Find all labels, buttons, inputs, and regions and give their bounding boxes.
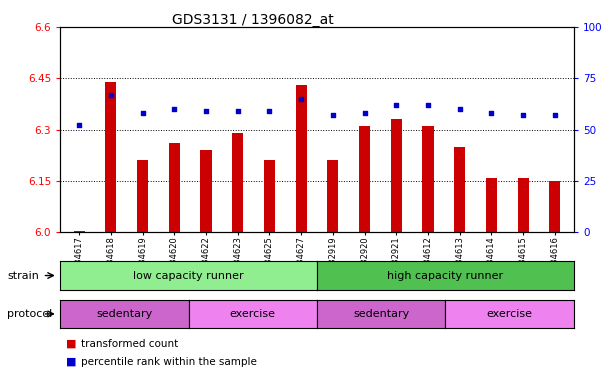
Bar xyxy=(549,181,561,232)
Point xyxy=(487,110,496,116)
Point xyxy=(550,112,560,118)
Bar xyxy=(201,150,212,232)
Text: low capacity runner: low capacity runner xyxy=(133,270,244,281)
Text: transformed count: transformed count xyxy=(81,339,178,349)
Point xyxy=(75,122,84,129)
Point xyxy=(519,112,528,118)
Point xyxy=(328,112,338,118)
Text: high capacity runner: high capacity runner xyxy=(388,270,504,281)
Bar xyxy=(328,161,338,232)
Point xyxy=(233,108,243,114)
Text: protocol: protocol xyxy=(7,309,52,319)
Point xyxy=(423,102,433,108)
Point xyxy=(296,96,306,102)
Text: sedentary: sedentary xyxy=(353,309,409,319)
Text: GDS3131 / 1396082_at: GDS3131 / 1396082_at xyxy=(171,13,334,27)
Point xyxy=(264,108,274,114)
Text: exercise: exercise xyxy=(230,309,276,319)
Bar xyxy=(105,82,117,232)
Point xyxy=(201,108,211,114)
Point xyxy=(169,106,179,112)
Bar xyxy=(169,143,180,232)
Point xyxy=(106,92,115,98)
Text: strain: strain xyxy=(7,270,39,281)
Bar xyxy=(264,161,275,232)
Point xyxy=(391,102,401,108)
Bar xyxy=(359,126,370,232)
Text: percentile rank within the sample: percentile rank within the sample xyxy=(81,357,257,367)
Text: sedentary: sedentary xyxy=(96,309,153,319)
Bar xyxy=(486,177,497,232)
Bar xyxy=(232,133,243,232)
Bar xyxy=(137,161,148,232)
Bar xyxy=(391,119,402,232)
Point xyxy=(455,106,465,112)
Text: exercise: exercise xyxy=(487,309,532,319)
Bar xyxy=(423,126,433,232)
Text: ■: ■ xyxy=(66,357,76,367)
Point xyxy=(138,110,147,116)
Text: ■: ■ xyxy=(66,339,76,349)
Point xyxy=(360,110,370,116)
Bar xyxy=(296,85,307,232)
Bar xyxy=(73,231,85,232)
Bar xyxy=(517,177,529,232)
Bar xyxy=(454,147,465,232)
